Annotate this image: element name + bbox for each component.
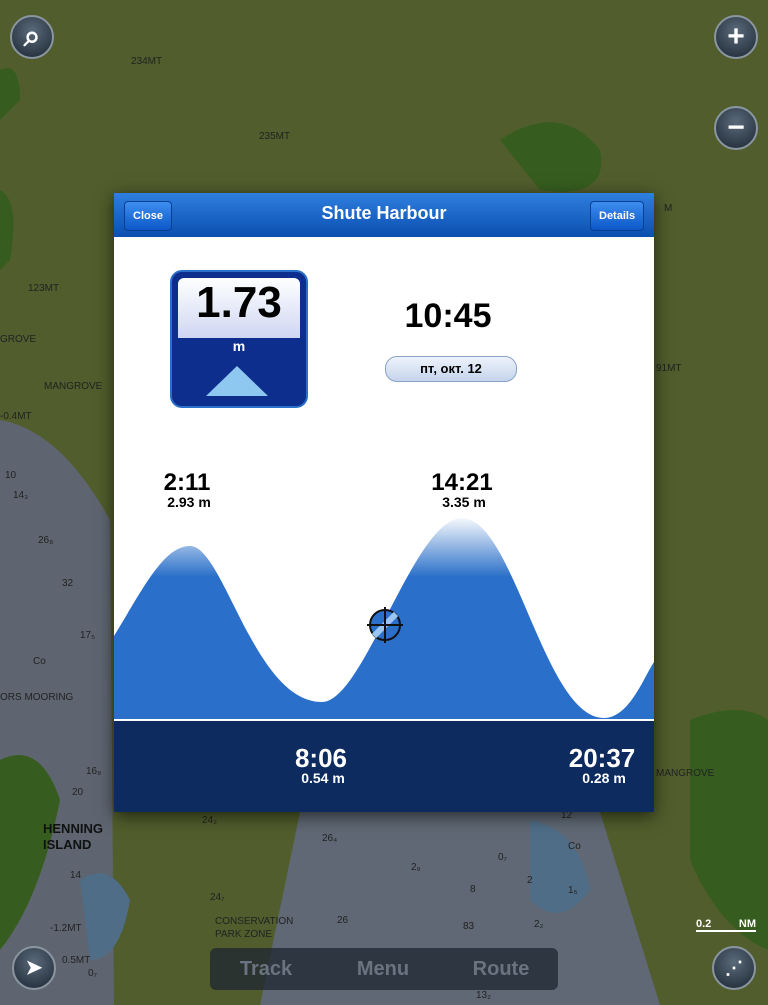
map-label: 2 <box>527 875 533 886</box>
popup-title: Shute Harbour <box>321 203 447 223</box>
close-button[interactable]: Close <box>124 201 172 231</box>
map-label: ORS MOORING <box>0 692 74 703</box>
high-tide-height: 2.93 m <box>167 494 211 510</box>
menu-button[interactable]: Menu <box>356 958 410 980</box>
zoom-out-button[interactable]: − <box>714 106 758 150</box>
map-label: Co <box>568 841 581 852</box>
map-label: M <box>664 203 673 214</box>
height-gauge: 1.73 m <box>170 270 308 408</box>
search-button[interactable]: ⌕ <box>10 15 54 59</box>
map-label: 20 <box>72 787 84 798</box>
map-label: 83 <box>463 921 475 932</box>
zoom-in-button[interactable]: + <box>714 15 758 59</box>
low-tide-time: 8:06 <box>294 743 348 773</box>
high-tide-height: 3.35 m <box>442 494 486 510</box>
map-label: 13₂ <box>476 990 492 1001</box>
map-label: 26 <box>337 915 349 926</box>
map-label: 24₂ <box>202 815 218 826</box>
tide-graph <box>114 518 654 812</box>
map-label: HENNING <box>43 821 103 836</box>
map-label: 24₇ <box>210 892 225 903</box>
map-label: 16₈ <box>86 766 102 777</box>
tide-curve <box>114 518 654 720</box>
map-label: 10 <box>5 470 17 481</box>
map-label: GROVE <box>0 334 37 345</box>
map-label: Co <box>33 656 46 667</box>
map-label: 234MT <box>131 56 163 67</box>
high-tide-time: 14:21 <box>431 469 493 496</box>
locate-button[interactable]: ➤ <box>12 946 56 990</box>
current-time: 10:45 <box>404 297 492 335</box>
map-label: 2₂ <box>534 919 544 930</box>
map-label: -0.4MT <box>0 411 32 422</box>
map-label: -1.2MT <box>50 923 82 934</box>
high-tide-time: 2:11 <box>163 469 211 496</box>
map-label: PARK ZONE <box>215 929 273 940</box>
map-label: 235MT <box>259 131 291 142</box>
map-label: 0.5MT <box>62 955 91 966</box>
map-label: 2₉ <box>411 862 421 873</box>
height-unit: m <box>232 338 246 354</box>
map-label: 12 <box>561 810 573 821</box>
map-label: 8 <box>470 884 476 895</box>
track-button[interactable]: Track <box>239 958 293 980</box>
route-tool-button[interactable]: ⋰ <box>712 946 756 990</box>
bottom-band <box>114 720 654 812</box>
low-tide-height: 0.54 m <box>301 770 345 786</box>
date-pill: пт, окт. 12 <box>385 356 517 382</box>
map-label: 123MT <box>28 283 60 294</box>
map-label: CONSERVATION <box>215 916 294 927</box>
low-tide-height: 0.28 m <box>582 770 626 786</box>
popup-header <box>114 193 654 237</box>
route-button[interactable]: Route <box>472 958 530 980</box>
scale-unit: NM <box>738 918 756 930</box>
map-label: 91MT <box>656 363 682 374</box>
map-label: MANGROVE <box>44 381 103 392</box>
tide-popup: 1.73 m 10:45 пт, окт. 12 2:11 2.93 m 14:… <box>114 193 654 812</box>
map-label: 0₇ <box>498 852 507 863</box>
map-label: ISLAND <box>43 837 92 852</box>
scale-value: 0.2 <box>696 918 712 930</box>
map-label: 14₃ <box>13 490 29 501</box>
map-label: 1₅ <box>568 885 578 896</box>
toolbar <box>210 948 558 990</box>
map-label: 17₅ <box>80 630 96 641</box>
current-height: 1.73 <box>196 278 282 327</box>
scale-bar: 0.2 NM <box>696 918 756 932</box>
map-label: 26₈ <box>38 535 54 546</box>
map-label: 0₇ <box>88 968 97 979</box>
map-label: 14 <box>70 870 82 881</box>
map-label: 32 <box>62 578 74 589</box>
low-tide-time: 20:37 <box>568 743 636 773</box>
details-button[interactable]: Details <box>590 201 645 231</box>
map-label: 26₄ <box>322 833 338 844</box>
map-label: MANGROVE <box>656 768 715 779</box>
